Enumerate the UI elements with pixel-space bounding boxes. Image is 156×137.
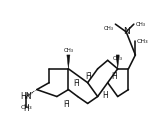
Text: CH₃: CH₃ [135, 22, 146, 27]
Text: H̄: H̄ [63, 100, 69, 109]
Text: CH₃: CH₃ [63, 48, 73, 53]
Text: N: N [123, 27, 129, 36]
Text: H: H [23, 104, 29, 113]
Polygon shape [116, 55, 119, 69]
Text: H̄: H̄ [73, 79, 79, 88]
Polygon shape [67, 55, 70, 69]
Text: H̄: H̄ [85, 72, 90, 81]
Text: CH₃: CH₃ [20, 105, 32, 110]
Text: HN: HN [20, 92, 32, 101]
Text: CH₃: CH₃ [113, 56, 123, 62]
Text: H̄: H̄ [112, 72, 117, 81]
Text: CH₃: CH₃ [104, 26, 114, 31]
Text: H: H [102, 91, 108, 100]
Text: CH₃: CH₃ [137, 39, 149, 44]
